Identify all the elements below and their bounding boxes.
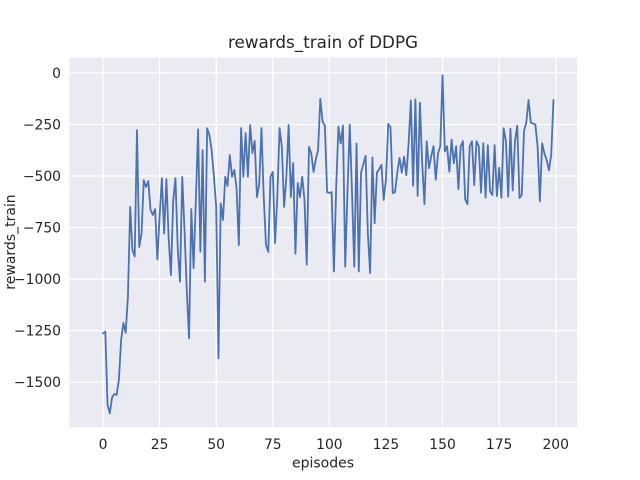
x-tick-label: 200 <box>542 437 569 453</box>
y-tick-label: −1250 <box>14 323 61 339</box>
y-tick-label: −1000 <box>14 272 61 288</box>
rewards-train-line <box>102 74 555 415</box>
y-tick-label: −500 <box>23 169 61 185</box>
y-tick-label: −1500 <box>14 375 61 391</box>
x-tick-label: 75 <box>264 437 282 453</box>
x-tick-label: 50 <box>207 437 225 453</box>
y-tick-label: −750 <box>23 220 61 236</box>
x-tick-label: 25 <box>151 437 169 453</box>
y-tick-label: 0 <box>52 66 61 82</box>
x-tick-label: 125 <box>373 437 400 453</box>
y-axis-label: rewards_train <box>3 194 19 289</box>
x-tick-label: 175 <box>486 437 513 453</box>
axes-background <box>69 57 578 428</box>
x-tick-label: 150 <box>429 437 456 453</box>
plot-area: 0 25 50 75 100 125 150 175 200 0 −250 −500 −750 −1000… <box>14 57 578 453</box>
x-tick-label: 0 <box>99 437 108 453</box>
x-axis-label: episodes <box>292 456 354 472</box>
x-tick-label: 100 <box>316 437 343 453</box>
y-tick-label: −250 <box>23 117 61 133</box>
chart-title: rewards_train of DDPG <box>228 32 418 53</box>
